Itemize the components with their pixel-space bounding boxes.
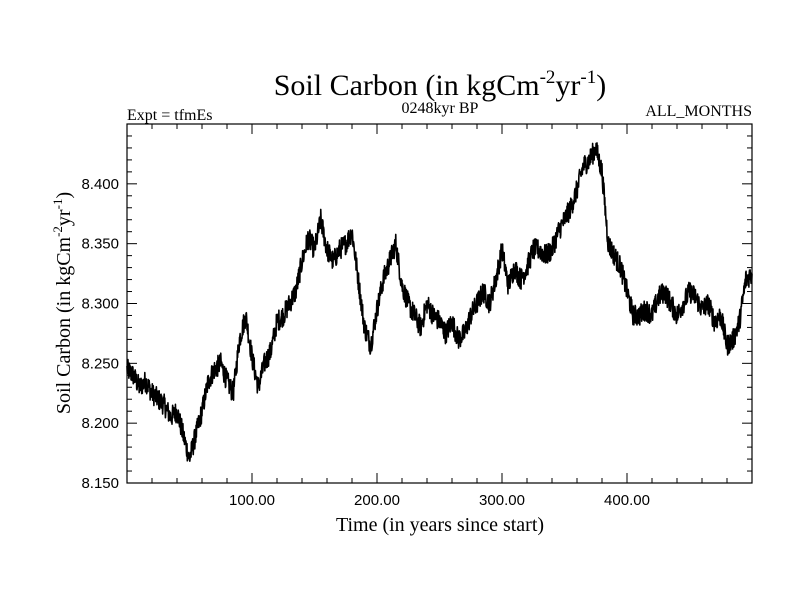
x-axis-ticks bbox=[151, 124, 728, 483]
x-axis-label: Time (in years since start) bbox=[336, 514, 544, 536]
y-tick-label: 8.400 bbox=[81, 176, 119, 193]
subtitle-experiment: Expt = tfmEs bbox=[127, 107, 212, 124]
chart-title: Soil Carbon (in kgCm-2yr-1) bbox=[274, 67, 607, 102]
y-axis-tick-labels: 8.150 8.200 8.250 8.300 8.350 8.400 bbox=[81, 176, 119, 492]
subtitle-months: ALL_MONTHS bbox=[645, 103, 752, 120]
y-tick-label: 8.200 bbox=[81, 415, 119, 432]
x-axis-tick-labels: 100.00 200.00 300.00 400.00 bbox=[229, 492, 650, 509]
series-line bbox=[126, 142, 753, 462]
x-tick-label: 100.00 bbox=[229, 492, 275, 509]
y-tick-label: 8.300 bbox=[81, 296, 119, 313]
y-axis-ticks bbox=[127, 123, 752, 484]
x-tick-label: 300.00 bbox=[479, 492, 525, 509]
subtitle-period: 0248kyr BP bbox=[402, 100, 479, 117]
y-tick-label: 8.250 bbox=[81, 355, 119, 372]
y-tick-label: 8.350 bbox=[81, 236, 119, 253]
x-tick-label: 400.00 bbox=[604, 492, 650, 509]
y-tick-label: 8.150 bbox=[81, 475, 119, 492]
series-group bbox=[126, 142, 753, 462]
x-tick-label: 200.00 bbox=[354, 492, 400, 509]
y-axis-label: Soil Carbon (in kgCm-2yr-1) bbox=[50, 192, 75, 414]
